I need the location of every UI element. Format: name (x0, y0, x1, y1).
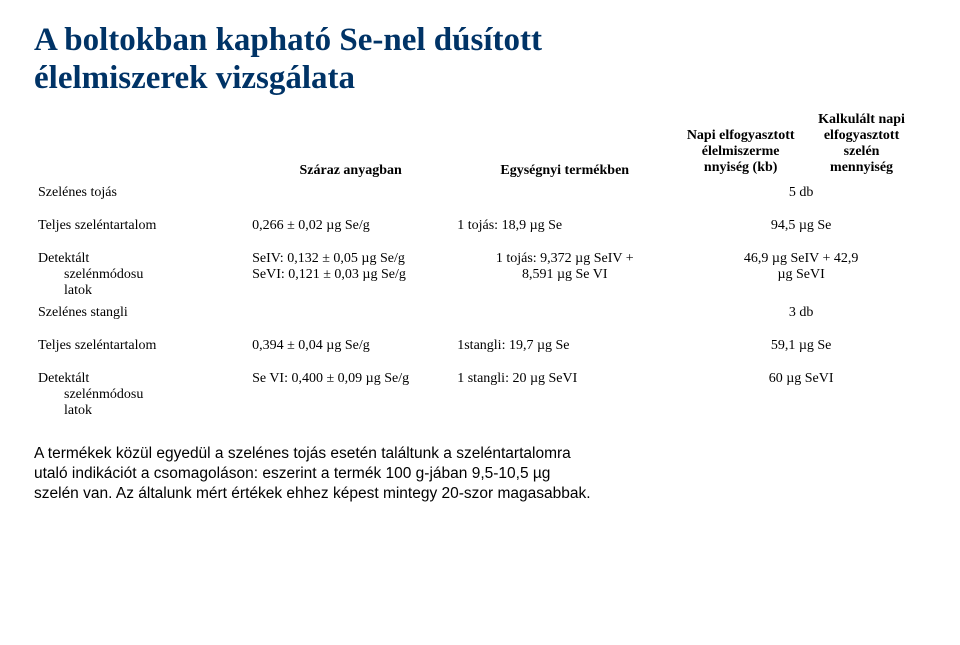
cell: SeIV: 0,132 ± 0,05 µg Se/g SeVI: 0,121 ±… (248, 237, 453, 302)
header-col4-l3: nnyiség (kb) (704, 160, 778, 175)
table-row: Detektált szelénmódosu latok SeIV: 0,132… (34, 237, 926, 302)
summary-paragraph: A termékek közül egyedül a szelénes tojá… (34, 444, 926, 503)
table-row: Teljes szeléntartalom 0,394 ± 0,04 µg Se… (34, 324, 926, 357)
title-line2: élelmiszerek vizsgálata (34, 60, 355, 96)
page-title: A boltokban kapható Se-nel dúsított élel… (34, 22, 926, 98)
label-l3: latok (38, 403, 92, 418)
cell: 46,9 µg SeIV + 42,9 µg SeVI (676, 237, 926, 302)
table-row: Teljes szeléntartalom 0,266 ± 0,02 µg Se… (34, 204, 926, 237)
header-col3: Egységnyi termékben (453, 106, 676, 182)
row-label: Szelénes stangli (34, 302, 248, 324)
cell-l1: 46,9 µg SeIV + 42,9 (744, 251, 858, 266)
row-label: Szelénes tojás (34, 182, 248, 204)
label-l2: szelénmódosu (38, 267, 143, 282)
header-col2: Száraz anyagban (248, 106, 453, 182)
cell-l2: SeVI: 0,121 ± 0,03 µg Se/g (252, 267, 406, 282)
header-col5-l4: mennyiség (830, 160, 893, 175)
summary-l3: szelén van. Az általunk mért értékek ehh… (34, 485, 591, 502)
row-qty: 5 db (676, 182, 926, 204)
cell: 59,1 µg Se (676, 324, 926, 357)
label-l3: latok (38, 283, 92, 298)
cell: 0,394 ± 0,04 µg Se/g (248, 324, 453, 357)
title-line1: A boltokban kapható Se-nel dúsított (34, 22, 542, 58)
cell-l1: SeIV: 0,132 ± 0,05 µg Se/g (252, 251, 405, 266)
cell-l1: 1 tojás: 9,372 µg SeIV + (496, 251, 634, 266)
cell-l2: µg SeVI (777, 267, 824, 282)
cell: 1 tojás: 18,9 µg Se (453, 204, 676, 237)
cell: Se VI: 0,400 ± 0,09 µg Se/g (248, 357, 453, 422)
header-col4-l1: Napi elfogyasztott (687, 128, 795, 143)
table-row: Detektált szelénmódosu latok Se VI: 0,40… (34, 357, 926, 422)
cell: 1 stangli: 20 µg SeVI (453, 357, 676, 422)
table-header-row: Száraz anyagban Egységnyi termékben Napi… (34, 106, 926, 182)
row-label: Detektált szelénmódosu latok (34, 237, 248, 302)
cell: 0,266 ± 0,02 µg Se/g (248, 204, 453, 237)
row-label: Teljes szeléntartalom (34, 204, 248, 237)
table-row: Szelénes stangli 3 db (34, 302, 926, 324)
label-l2: szelénmódosu (38, 387, 143, 402)
header-col5-l2: elfogyasztott (824, 128, 899, 143)
row-label: Detektált szelénmódosu latok (34, 357, 248, 422)
header-col45: Napi elfogyasztott élelmiszerme nnyiség … (676, 106, 926, 182)
cell: 1stangli: 19,7 µg Se (453, 324, 676, 357)
row-label: Teljes szeléntartalom (34, 324, 248, 357)
summary-l2: utaló indikációt a csomagoláson: eszerin… (34, 465, 550, 482)
cell: 60 µg SeVI (676, 357, 926, 422)
label-l1: Detektált (38, 371, 89, 386)
header-col4-l2: élelmiszerme (702, 144, 780, 159)
label-l1: Detektált (38, 251, 89, 266)
data-table: Száraz anyagban Egységnyi termékben Napi… (34, 106, 926, 422)
header-col5-l1: Kalkulált napi (818, 112, 905, 127)
summary-l1: A termékek közül egyedül a szelénes tojá… (34, 445, 571, 462)
cell: 94,5 µg Se (676, 204, 926, 237)
table-row: Szelénes tojás 5 db (34, 182, 926, 204)
cell: 1 tojás: 9,372 µg SeIV + 8,591 µg Se VI (453, 237, 676, 302)
cell-l2: 8,591 µg Se VI (522, 267, 608, 282)
header-col5-l3: szelén (844, 144, 880, 159)
row-qty: 3 db (676, 302, 926, 324)
